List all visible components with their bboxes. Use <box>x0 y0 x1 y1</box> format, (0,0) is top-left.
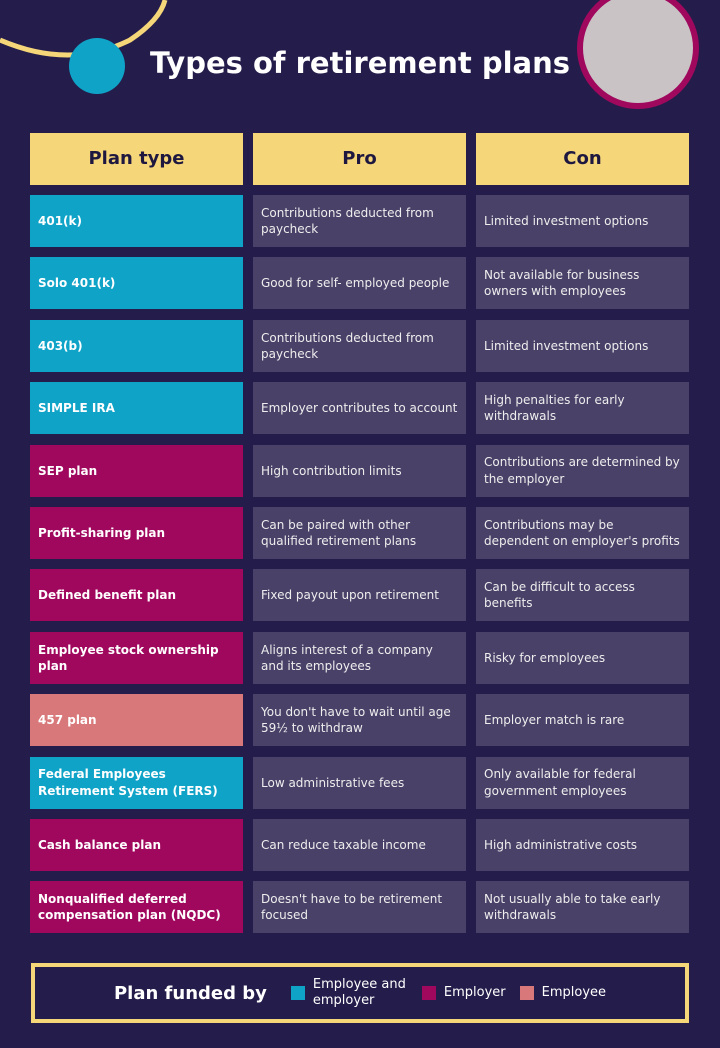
title: Types of retirement plans <box>149 46 571 80</box>
con-cell: Only available for federal government em… <box>476 756 689 809</box>
pro-cell: Good for self- employed people <box>253 257 466 310</box>
con-cell: Not available for business owners with e… <box>476 257 689 310</box>
plan-cell: Defined benefit plan <box>30 569 243 622</box>
plan-cell: 457 plan <box>30 694 243 747</box>
photo <box>577 0 699 109</box>
plan-cell: Cash balance plan <box>30 819 243 871</box>
legend-swatch <box>421 986 436 1000</box>
plan-cell: SEP plan <box>30 444 243 497</box>
legend-label: Employer <box>443 985 506 1001</box>
legend-label: Employee and employer <box>312 977 406 1008</box>
legend-label: Employee <box>541 985 607 1001</box>
plan-cell: Federal Employees Retirement System (FER… <box>30 756 243 809</box>
pro-cell: Can be paired with other qualified retir… <box>253 507 466 559</box>
dot <box>69 38 125 94</box>
decoration <box>0 0 699 109</box>
plan-cell: Employee stock ownership plan <box>30 631 243 684</box>
con-cell: Risky for employees <box>476 631 689 684</box>
con-cell: Not usually able to take early withdrawa… <box>476 881 689 934</box>
pro-cell: Can reduce taxable income <box>253 819 466 871</box>
con-cell: Limited investment options <box>476 319 689 372</box>
plan-cell: Profit-sharing plan <box>30 507 243 559</box>
legend-title: Plan funded by <box>113 982 267 1004</box>
con-cell: High penalties for early withdrawals <box>476 382 689 435</box>
plan-cell: 403(b) <box>30 319 243 372</box>
pro-cell: Contributions deducted from paycheck <box>253 319 466 372</box>
pro-cell: Aligns interest of a company and its emp… <box>253 631 466 684</box>
pro-cell: Fixed payout upon retirement <box>253 569 466 622</box>
con-cell: High administrative costs <box>476 819 689 871</box>
header-cell: Con <box>476 133 689 185</box>
plan-cell: 401(k) <box>30 195 243 247</box>
legend-item: Employee <box>519 985 607 1001</box>
con-cell: Employer match is rare <box>476 694 689 747</box>
con-cell: Contributions may be dependent on employ… <box>476 507 689 559</box>
header-cell: Pro <box>253 133 466 185</box>
plan-cell: SIMPLE IRA <box>30 382 243 435</box>
con-cell: Contributions are determined by the empl… <box>476 444 689 497</box>
con-cell: Can be difficult to access benefits <box>476 569 689 622</box>
pro-cell: Low administrative fees <box>253 756 466 809</box>
legend: Plan funded by Employee and employer Empl… <box>31 963 689 1023</box>
header-cell: Plan type <box>30 133 243 185</box>
legend-swatch <box>290 986 305 1000</box>
pro-cell: You don't have to wait until age 59½ to … <box>253 694 466 747</box>
legend-item: Employee and employer <box>290 977 408 1008</box>
legend-swatch <box>519 986 534 1000</box>
pro-cell: Contributions deducted from paycheck <box>253 195 466 247</box>
legend-item: Employer <box>421 985 506 1001</box>
arc <box>0 0 168 58</box>
pro-cell: Doesn't have to be retirement focused <box>253 881 466 934</box>
pro-cell: Employer contributes to account <box>253 382 466 435</box>
pro-cell: High contribution limits <box>253 444 466 497</box>
plan-cell: Solo 401(k) <box>30 257 243 310</box>
con-cell: Limited investment options <box>476 195 689 247</box>
plan-cell: Nonqualified deferred compensation plan … <box>30 881 243 934</box>
